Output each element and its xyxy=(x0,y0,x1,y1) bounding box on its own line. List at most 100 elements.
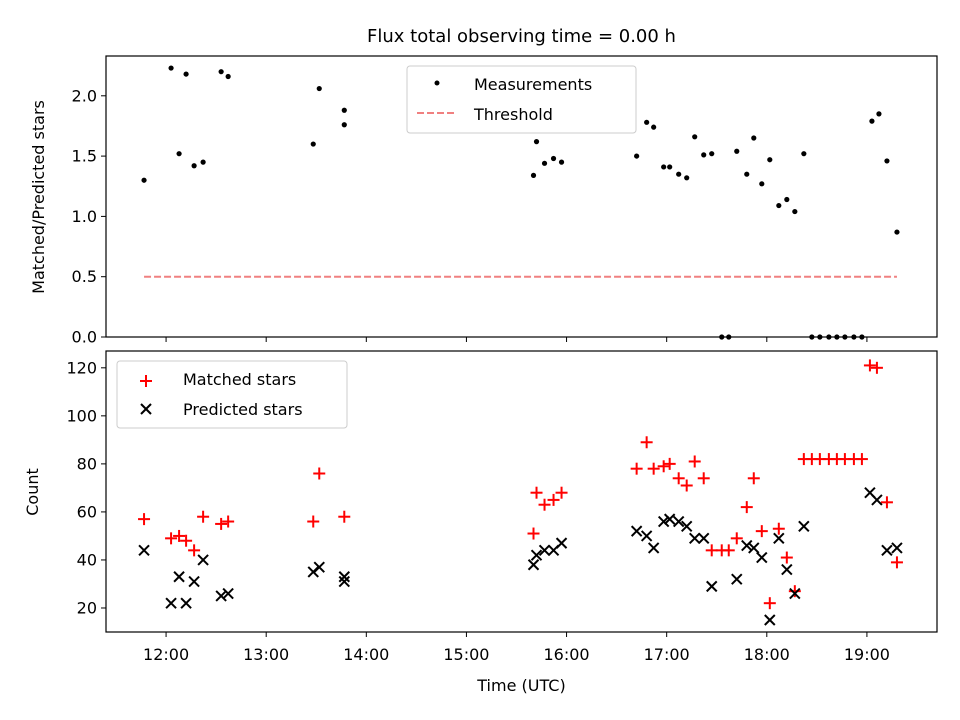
top-y-tick-label: 1.5 xyxy=(72,147,97,166)
x-tick-label: 19:00 xyxy=(844,645,890,664)
legend-predicted-marker xyxy=(140,403,152,415)
matched-star-point xyxy=(705,544,718,557)
predicted-star-point xyxy=(197,554,209,566)
predicted-star-point xyxy=(731,573,743,585)
measurement-point xyxy=(894,229,900,235)
measurement-point xyxy=(709,151,715,157)
x-tick: 15:00 xyxy=(443,632,489,664)
top-y-tick-label: 0.0 xyxy=(72,328,97,347)
matched-star-point xyxy=(188,544,201,557)
x-axis-label: Time (UTC) xyxy=(476,676,565,695)
predicted-star-point xyxy=(748,542,760,554)
x-tick-label: 16:00 xyxy=(543,645,589,664)
top-legend: Measurements Threshold xyxy=(406,65,637,134)
measurement-point xyxy=(634,153,640,159)
predicted-star-point xyxy=(680,520,693,533)
bottom-y-tick: 80 xyxy=(77,454,106,473)
predicted-star-point xyxy=(338,575,350,588)
measurement-point xyxy=(876,111,882,117)
x-tick-label: 15:00 xyxy=(443,645,489,664)
predicted-star-point xyxy=(640,530,653,542)
measurement-point xyxy=(684,175,690,181)
measurement-point xyxy=(776,202,782,209)
matched-star-point xyxy=(680,479,693,492)
matched-star-point xyxy=(527,527,540,540)
predicted-star-point xyxy=(188,575,200,588)
matched-star-point xyxy=(688,455,701,468)
x-tick-label: 12:00 xyxy=(143,645,189,664)
predicted-star-point xyxy=(538,544,551,557)
top-y-axis: 0.0 0.5 1.0 1.5 2.0 xyxy=(72,86,106,347)
matched-star-point xyxy=(772,522,785,535)
x-tick: 14:00 xyxy=(343,632,389,664)
measurement-point xyxy=(792,208,798,215)
bottom-y-axis: 20 40 60 80 100 120 xyxy=(66,358,106,617)
predicted-star-point xyxy=(138,544,150,557)
predicted-star-point xyxy=(555,537,568,549)
measurement-point xyxy=(801,151,807,157)
x-tick: 17:00 xyxy=(644,632,690,664)
predicted-star-point xyxy=(741,539,753,552)
measurement-point xyxy=(183,71,189,77)
matched-star-point xyxy=(697,472,710,485)
x-tick-label: 17:00 xyxy=(644,645,690,664)
bottom-y-tick: 100 xyxy=(66,406,106,425)
top-y-tick: 2.0 xyxy=(72,86,106,105)
top-panel: 0.00.51.01.52.0 Matched/Predicted stars … xyxy=(29,55,938,347)
matched-star-point xyxy=(747,472,760,485)
x-tick: 13:00 xyxy=(243,632,289,664)
predicted-star-point xyxy=(781,563,793,576)
bottom-y-tick-label: 100 xyxy=(66,406,97,425)
matched-star-point xyxy=(197,510,210,523)
measurement-point xyxy=(176,151,182,157)
predicted-star-point xyxy=(313,561,325,573)
matched-star-point xyxy=(222,515,235,528)
matched-star-point xyxy=(663,457,676,470)
bottom-y-tick-label: 20 xyxy=(77,598,97,617)
measurement-point xyxy=(784,196,790,203)
measurement-point xyxy=(533,139,540,145)
matched-star-point xyxy=(788,585,801,598)
measurement-point xyxy=(558,159,565,165)
matched-star-point xyxy=(173,529,186,542)
matched-star-point xyxy=(547,493,560,506)
legend-matched-marker xyxy=(140,375,152,387)
x-tick: 19:00 xyxy=(844,632,890,664)
bottom-x-axis: 12:00 13:00 14:00 15:00 16:00 17:00 18:00 19:00 xyxy=(143,632,890,664)
x-tick: 18:00 xyxy=(744,632,790,664)
matched-star-point xyxy=(755,525,768,538)
measurement-point xyxy=(767,157,773,163)
measurement-point xyxy=(744,171,750,177)
measurement-point xyxy=(200,159,206,165)
legend-matched-label: Matched stars xyxy=(183,370,296,389)
matched-star-point xyxy=(780,551,793,564)
legend-predicted-label: Predicted stars xyxy=(183,400,303,419)
x-tick-label: 13:00 xyxy=(243,645,289,664)
top-y-tick-label: 1.0 xyxy=(72,207,97,226)
bottom-y-tick-label: 40 xyxy=(77,550,97,569)
measurement-point xyxy=(661,164,667,170)
bottom-y-axis-label: Count xyxy=(23,468,42,516)
matched-star-point xyxy=(647,462,660,475)
matched-star-point xyxy=(722,544,735,557)
matched-star-point xyxy=(890,556,903,569)
measurement-point xyxy=(651,124,657,130)
matched-star-point xyxy=(555,486,568,499)
matched-star-point xyxy=(313,467,326,480)
bottom-y-tick-label: 80 xyxy=(77,454,97,473)
predicted-star-point xyxy=(338,571,350,583)
matched-star-point xyxy=(215,517,228,530)
bottom-panel: 20 40 60 80 100 120 12:00 13:00 14:00 15:00 16:00… xyxy=(23,350,938,695)
predicted-star-point xyxy=(891,542,903,554)
matched-star-point xyxy=(165,532,178,545)
matched-star-point xyxy=(307,515,320,528)
predicted-star-point xyxy=(689,532,701,545)
predicted-star-point xyxy=(789,587,801,600)
matched-star-point xyxy=(763,597,776,610)
top-y-tick-label: 0.5 xyxy=(72,267,97,286)
matched-star-point xyxy=(870,361,883,374)
bottom-y-tick: 20 xyxy=(77,598,106,617)
top-y-tick-label: 2.0 xyxy=(72,86,97,105)
x-tick-label: 14:00 xyxy=(343,645,389,664)
measurement-point xyxy=(550,155,557,162)
